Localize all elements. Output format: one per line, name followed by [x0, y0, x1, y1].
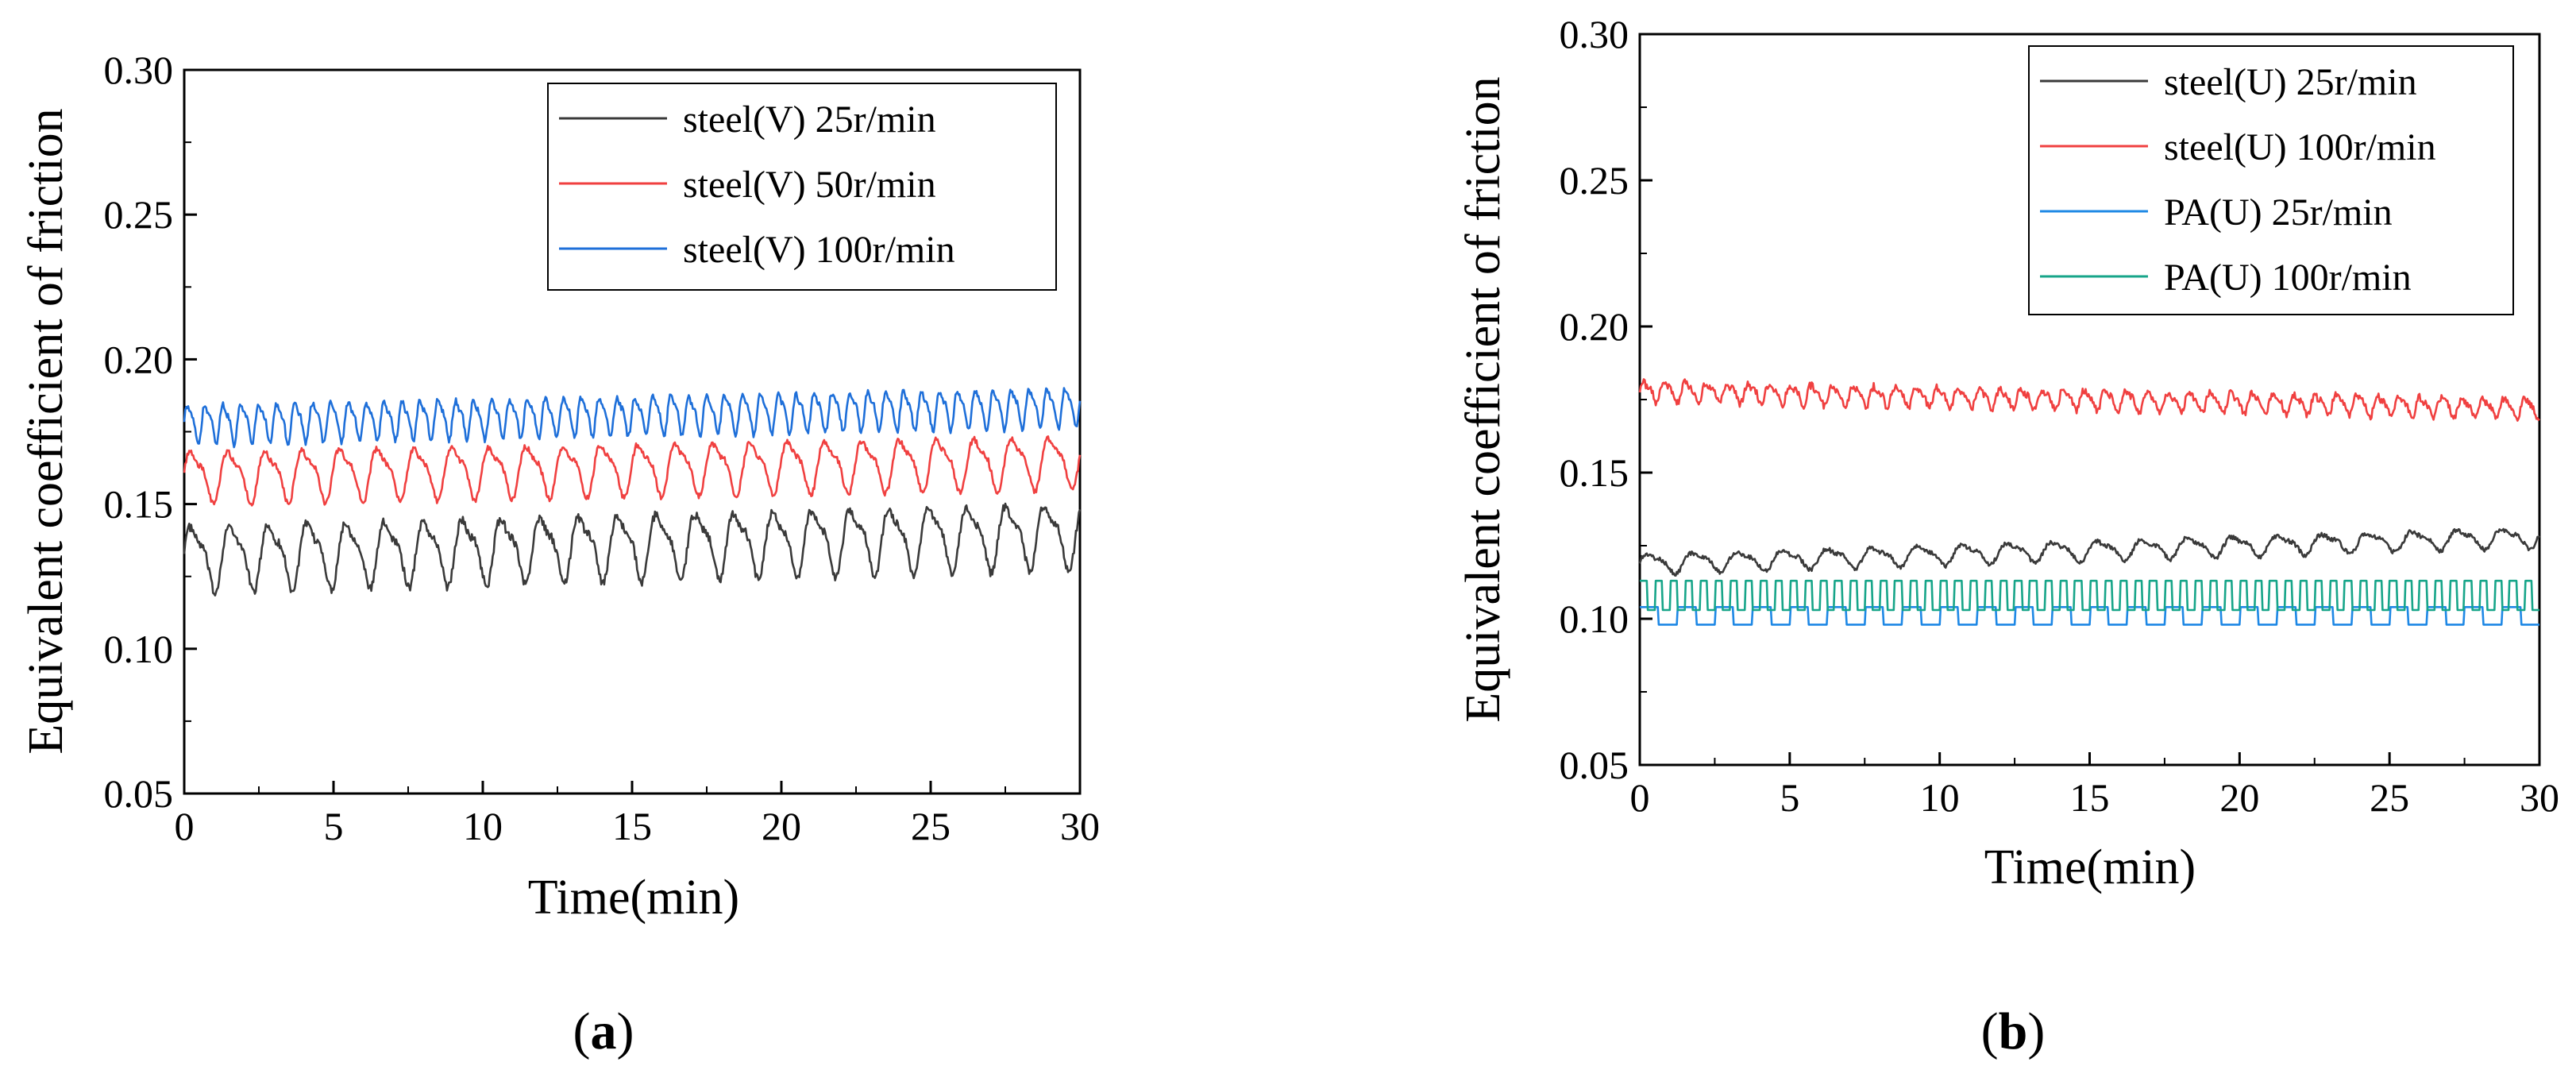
series-lines: [1638, 378, 2541, 626]
legend-label: PA(U) 100r/min: [2164, 257, 2412, 299]
axes: 0 5 10 15 20 25 30 0.05 0.10 0.15 0.20 0.25 0.30: [1560, 12, 2560, 820]
series-line: [183, 435, 1082, 507]
x-tick-label: 25: [2370, 775, 2409, 820]
y-axis-label: Equivalent coefficient of friction: [1456, 76, 1510, 722]
legend-label: steel(U) 100r/min: [2164, 126, 2436, 168]
x-tick-label: 15: [2070, 775, 2110, 820]
legend-box: [2028, 45, 2514, 315]
panel-letter: a: [591, 1002, 617, 1060]
panel-a: 0 5 10 15 20 25 30 0.05 0.10 0.15 0.20 0.25 0.30 Tim…: [19, 48, 1100, 1060]
y-tick-label: 0.20: [1560, 304, 1629, 349]
panel-caption: (a): [573, 1002, 634, 1060]
x-tick-label: 0: [1630, 775, 1650, 820]
x-axis-label: Time(min): [528, 871, 739, 925]
series-line: [1640, 605, 2539, 626]
x-tick-label: 5: [324, 804, 344, 848]
y-tick-label: 0.15: [1560, 450, 1629, 495]
x-tick-label: 20: [2219, 775, 2259, 820]
x-tick-label: 30: [2520, 775, 2559, 820]
series-lines: [183, 387, 1082, 597]
x-tick-label: 5: [1780, 775, 1799, 820]
legend: steel(V) 25r/min steel(V) 50r/min steel(V)…: [547, 83, 1057, 291]
x-tick-label: 30: [1060, 804, 1100, 848]
legend: steel(U) 25r/min steel(U) 100r/min PA(U) 2…: [2028, 45, 2514, 315]
x-tick-label: 0: [175, 804, 195, 848]
y-tick-label: 0.10: [104, 627, 174, 671]
y-tick-label: 0.25: [104, 192, 174, 237]
series-line: [183, 387, 1082, 449]
y-tick-label: 0.05: [1560, 743, 1629, 787]
y-tick-label: 0.30: [1560, 12, 1629, 56]
legend-label: steel(V) 50r/min: [683, 164, 936, 206]
x-tick-label: 25: [911, 804, 951, 848]
panel-caption: (b): [1981, 1002, 2046, 1060]
x-tick-label: 10: [463, 804, 503, 848]
x-axis-label: Time(min): [1984, 840, 2196, 894]
y-tick-label: 0.15: [104, 482, 174, 527]
y-tick-label: 0.20: [104, 337, 174, 381]
axes: 0 5 10 15 20 25 30 0.05 0.10 0.15 0.20 0.25 0.30: [104, 48, 1101, 848]
legend-label: steel(V) 100r/min: [683, 229, 955, 271]
legend-label: steel(V) 25r/min: [683, 98, 936, 141]
y-tick-label: 0.10: [1560, 597, 1629, 641]
x-tick-label: 20: [762, 804, 801, 848]
x-tick-label: 10: [1920, 775, 1960, 820]
series-line: [1640, 579, 2539, 612]
y-tick-label: 0.30: [104, 48, 174, 92]
series-line: [183, 502, 1082, 597]
panel-b: 0 5 10 15 20 25 30 0.05 0.10 0.15 0.20 0.25 0.30 Tim…: [1456, 12, 2559, 1060]
legend-label: PA(U) 25r/min: [2164, 191, 2393, 234]
y-tick-label: 0.25: [1560, 158, 1629, 203]
series-line: [1638, 378, 2540, 422]
y-axis-label: Equivalent coefficient of friction: [19, 108, 73, 754]
legend-label: steel(U) 25r/min: [2164, 61, 2417, 103]
panel-letter: b: [1999, 1002, 2028, 1060]
y-tick-label: 0.05: [104, 771, 174, 816]
x-tick-label: 15: [612, 804, 652, 848]
series-line: [1638, 527, 2541, 577]
